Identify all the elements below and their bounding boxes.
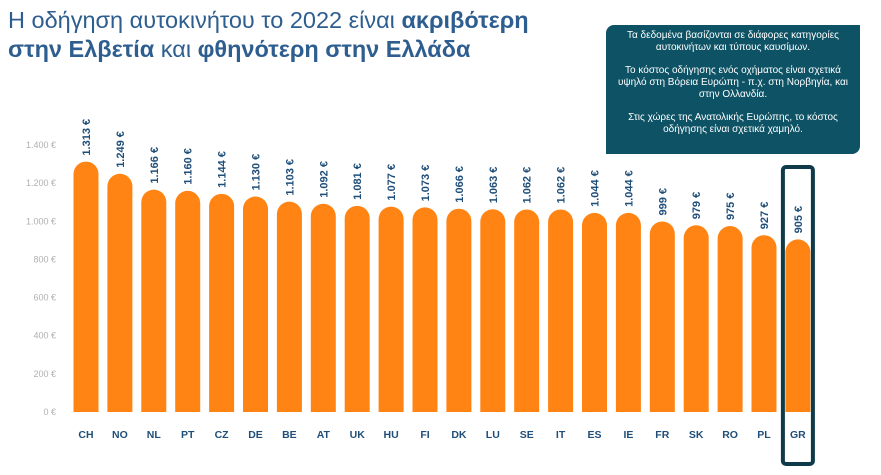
title-bold3: φθηνότερη στην Ελλάδα (197, 36, 471, 62)
category-label: CZ (215, 429, 230, 441)
value-label: 1.249 € (115, 131, 127, 168)
bar (107, 173, 133, 412)
value-label: 999 € (657, 188, 669, 216)
bar (751, 235, 777, 412)
category-label: IT (556, 429, 566, 441)
title-bold2: στην Ελβετία (8, 36, 155, 62)
value-label: 1.313 € (81, 119, 93, 156)
info-note-box: Τα δεδομένα βασίζονται σε διάφορες κατηγ… (606, 25, 860, 154)
category-label: CH (78, 429, 93, 441)
category-label: GR (790, 429, 806, 441)
value-label: 975 € (725, 193, 737, 221)
value-label: 979 € (691, 192, 703, 220)
category-label: SE (520, 429, 534, 441)
title-part1: Η οδήγηση αυτοκινήτου το 2022 είναι (8, 7, 402, 33)
category-label: NO (112, 429, 128, 441)
y-tick-label: 1.000 € (26, 216, 56, 226)
note-paragraph-3: Στις χώρες της Ανατολικής Ευρώπης, το κό… (628, 112, 838, 135)
category-label: PT (181, 429, 195, 441)
title-bold1: ακριβότερη (401, 7, 529, 33)
bar (649, 221, 675, 412)
value-label: 1.130 € (251, 154, 263, 191)
category-label: AT (317, 429, 331, 441)
bar (175, 190, 201, 412)
category-label: DK (451, 429, 467, 441)
chart-title: Η οδήγηση αυτοκινήτου το 2022 είναι ακρι… (8, 6, 608, 64)
bar (615, 212, 641, 412)
value-label: 927 € (759, 202, 771, 230)
value-label: 1.166 € (149, 147, 161, 184)
bar (344, 205, 370, 412)
y-tick-label: 0 € (43, 407, 56, 417)
y-tick-label: 1.400 € (26, 140, 56, 150)
bar (310, 203, 336, 412)
value-label: 1.073 € (420, 165, 432, 202)
bar (276, 201, 302, 412)
category-label: IE (623, 429, 633, 441)
value-label: 1.062 € (522, 167, 534, 204)
category-label: FR (655, 429, 669, 441)
category-label: BE (282, 429, 297, 441)
value-label: 1.063 € (488, 167, 500, 204)
value-label: 1.044 € (623, 170, 635, 207)
category-label: HU (384, 429, 399, 441)
category-label: NL (147, 429, 162, 441)
category-label: SK (689, 429, 704, 441)
value-label: 1.066 € (454, 166, 466, 203)
bar (412, 207, 438, 412)
note-paragraph-2: Το κόστος οδήγησης ενός οχήματος είναι σ… (618, 65, 848, 100)
value-label: 1.044 € (590, 170, 602, 207)
value-label: 1.160 € (183, 148, 195, 185)
note-paragraph-1: Τα δεδομένα βασίζονται σε διάφορες κατηγ… (626, 30, 839, 53)
value-label: 1.081 € (352, 163, 364, 200)
y-tick-label: 600 € (33, 293, 56, 303)
bar (514, 209, 540, 412)
value-label: 1.103 € (284, 159, 296, 196)
bar (446, 208, 472, 412)
bar (243, 196, 268, 412)
highlight-box (780, 165, 815, 466)
value-label: 1.144 € (217, 151, 229, 188)
bar (209, 193, 235, 412)
bar (717, 226, 743, 412)
y-tick-label: 200 € (33, 369, 56, 379)
value-label: 1.077 € (386, 164, 398, 201)
value-label: 1.092 € (318, 161, 330, 198)
category-label: LU (486, 429, 500, 441)
value-label: 1.062 € (556, 167, 568, 204)
bar (378, 206, 404, 412)
category-label: FI (420, 429, 429, 441)
category-label: PL (757, 429, 771, 441)
title-part2: και (154, 36, 198, 62)
y-tick-label: 1.200 € (26, 178, 56, 188)
y-tick-label: 400 € (33, 331, 56, 341)
bar (683, 225, 709, 412)
category-label: RO (722, 429, 738, 441)
bar (73, 161, 99, 412)
bar (141, 189, 167, 412)
category-label: UK (350, 429, 366, 441)
category-label: ES (587, 429, 601, 441)
value-label: 905 € (793, 206, 805, 234)
category-label: DE (248, 429, 263, 441)
bar (548, 209, 574, 412)
bar (480, 209, 506, 412)
bar (785, 239, 811, 412)
bar (582, 212, 607, 412)
y-tick-label: 800 € (33, 254, 56, 264)
